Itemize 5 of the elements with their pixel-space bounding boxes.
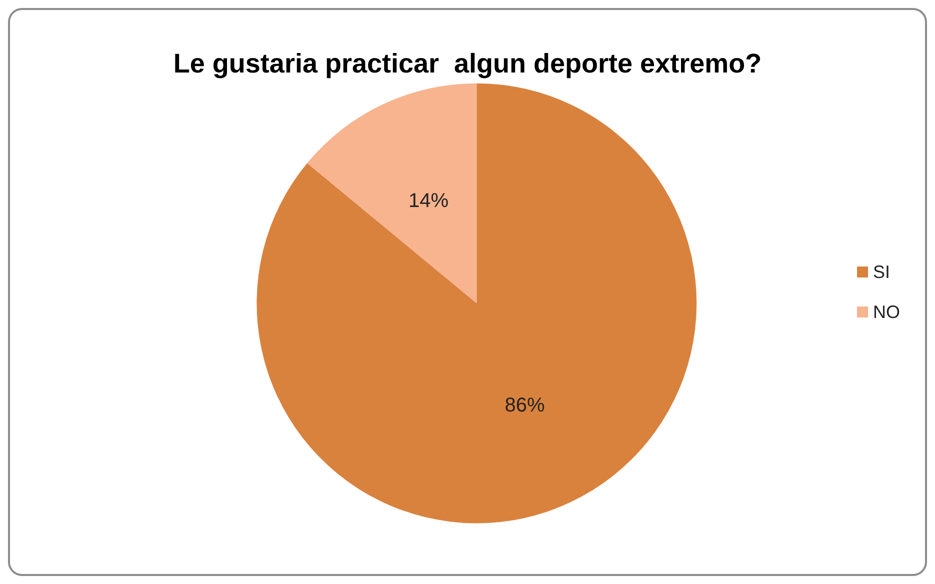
chart-title: Le gustaria practicar algun deporte extremo?: [173, 48, 762, 78]
data-label: 14%: [408, 190, 449, 212]
data-label: 86%: [504, 394, 545, 417]
legend-label: NO: [873, 302, 900, 322]
legend-label: SI: [873, 262, 890, 282]
